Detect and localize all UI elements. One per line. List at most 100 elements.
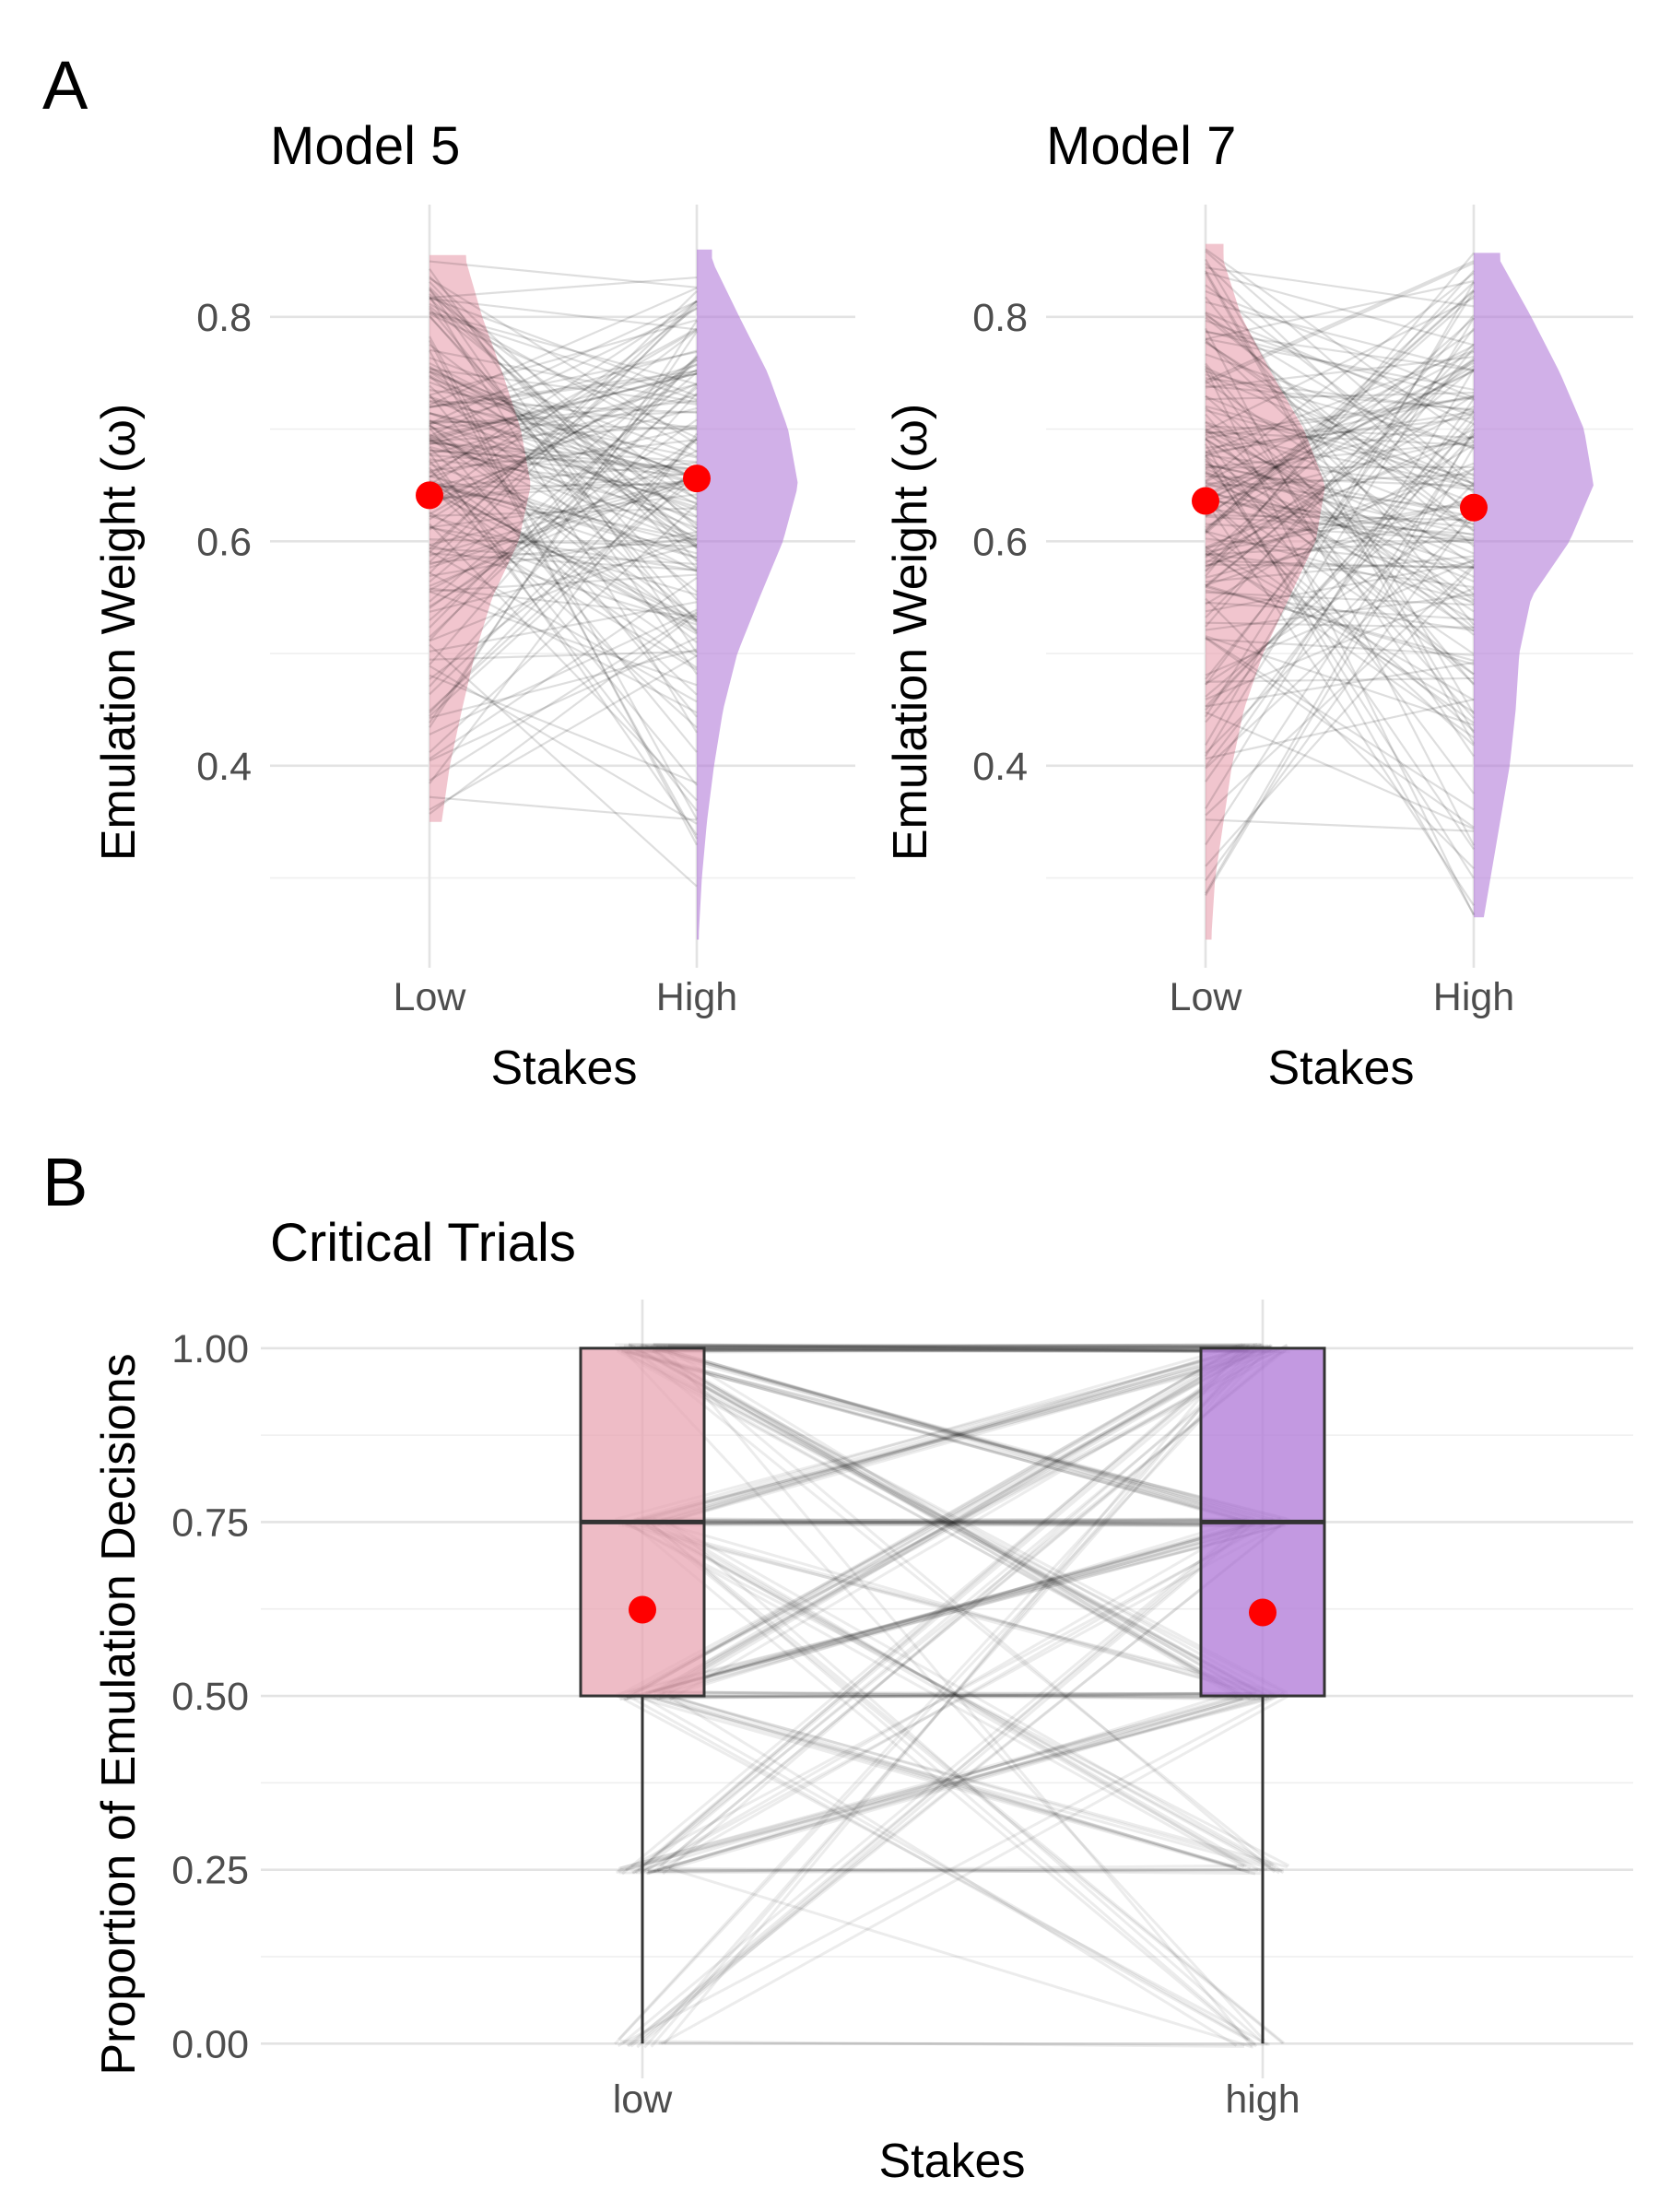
participant-line: [1205, 418, 1475, 768]
participant-line: [627, 1519, 1256, 2048]
participant-line: [1205, 341, 1475, 513]
participant-line: [664, 1346, 1243, 1524]
participant-line: [620, 1348, 1239, 1521]
participant-line: [1205, 601, 1475, 621]
participant-line: [615, 1347, 1273, 1352]
participant-line: [429, 674, 698, 784]
y-tick-label: 0.50: [171, 1675, 249, 1719]
participant-line: [429, 312, 698, 439]
participant-line: [1205, 248, 1475, 442]
participant-line: [662, 1693, 1288, 1869]
participant-line: [640, 1350, 1253, 1870]
participant-line: [429, 424, 698, 644]
participant-line: [429, 311, 698, 385]
participant-line: [1205, 437, 1475, 794]
participant-line: [429, 363, 698, 443]
participant-line: [656, 1523, 1263, 1873]
participant-line: [1205, 279, 1475, 340]
participant-line: [1205, 329, 1475, 518]
participant-line: [647, 1864, 1245, 1874]
participant-line: [1205, 636, 1475, 811]
participant-line: [642, 1516, 1274, 1700]
participant-line: [626, 1521, 1259, 1700]
participant-line: [646, 1519, 1286, 2044]
participant-line: [429, 367, 698, 506]
participant-line: [1205, 413, 1475, 719]
participant-line: [1205, 451, 1475, 562]
participant-line: [1205, 356, 1475, 389]
participant-line: [628, 1343, 1276, 1522]
participant-line: [648, 1867, 1267, 1873]
participant-line: [429, 471, 698, 500]
participant-line: [429, 526, 698, 572]
participant-line: [1205, 394, 1475, 564]
participant-line: [429, 412, 698, 486]
participant-line: [429, 290, 698, 554]
participant-line: [429, 300, 698, 550]
participant-line: [429, 458, 698, 493]
participant-line: [429, 370, 698, 469]
participant-line: [667, 1344, 1265, 1349]
participant-line: [1205, 637, 1475, 829]
participant-line: [429, 523, 698, 802]
participant-line: [1205, 410, 1475, 724]
participant-line: [624, 1345, 1272, 1527]
participant-line: [633, 1518, 1240, 1523]
participant-line: [620, 1349, 1286, 1695]
participant-line: [1205, 467, 1475, 698]
participant-line: [621, 1349, 1241, 1696]
participant-line: [1205, 362, 1475, 686]
participant-line: [429, 419, 698, 430]
participant-line: [628, 1342, 1265, 1352]
y-tick-label: 0.4: [196, 745, 252, 789]
participant-line: [625, 1522, 1259, 1695]
participant-line: [668, 1866, 1261, 1876]
participant-line: [631, 1519, 1274, 1526]
participant-line: [1205, 395, 1475, 435]
participant-line: [622, 1346, 1242, 1524]
participant-line: [1205, 406, 1475, 636]
participant-line: [429, 395, 698, 485]
participant-line: [429, 452, 698, 836]
participant-line: [1205, 266, 1475, 308]
participant-line: [1205, 317, 1475, 758]
participant-line: [623, 1350, 1255, 1700]
participant-line: [667, 1521, 1265, 2045]
participant-line: [665, 1520, 1275, 1867]
participant-line: [429, 474, 698, 587]
participant-line: [429, 480, 698, 635]
participant-line: [665, 1691, 1248, 1698]
participant-line: [1205, 288, 1475, 531]
participant-line: [1205, 490, 1475, 676]
participant-line: [429, 344, 698, 549]
participant-line: [1205, 482, 1475, 569]
participant-line: [653, 1345, 1248, 1352]
participant-line: [657, 1343, 1265, 1526]
participant-line: [637, 1346, 1290, 1872]
participant-line: [648, 1344, 1271, 1525]
participant-line: [1205, 433, 1475, 555]
participant-line: [1205, 384, 1475, 411]
participant-line: [429, 349, 698, 426]
y-tick-label: 0.8: [196, 296, 252, 340]
participant-line: [1205, 433, 1475, 708]
participant-line: [635, 1349, 1276, 1354]
participant-line: [1205, 467, 1475, 568]
participant-line: [653, 1517, 1265, 1695]
participant-line: [632, 1524, 1258, 2048]
participant-line: [658, 1347, 1254, 1694]
participant-line: [618, 1869, 1258, 1875]
participant-line: [617, 1691, 1285, 2047]
participant-line: [1205, 359, 1475, 515]
participant-line: [429, 611, 698, 782]
participant-line: [653, 1347, 1277, 1874]
participant-line: [1205, 591, 1475, 606]
participant-line: [429, 349, 698, 840]
participant-line: [666, 1348, 1282, 1353]
participant-line: [1205, 260, 1475, 382]
participant-line: [429, 396, 698, 524]
participant-line: [429, 268, 698, 653]
participant-line: [1205, 496, 1475, 587]
participant-line: [1205, 406, 1475, 551]
participant-line: [1205, 513, 1475, 522]
